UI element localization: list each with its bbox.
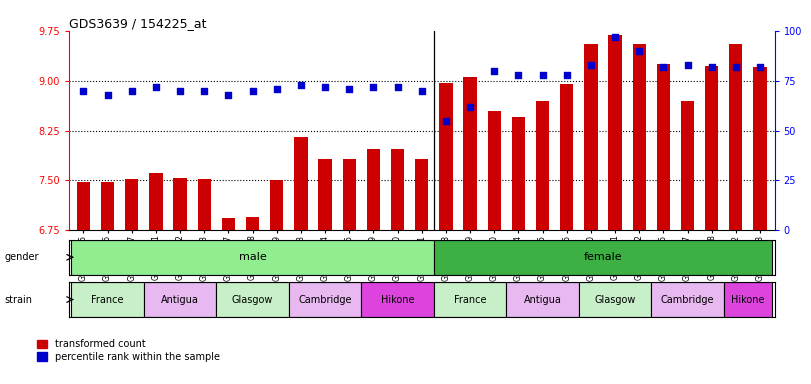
Bar xyxy=(633,44,646,230)
Point xyxy=(729,64,742,70)
Bar xyxy=(681,101,694,230)
Point xyxy=(125,88,138,94)
Text: strain: strain xyxy=(4,295,32,305)
Point xyxy=(343,86,356,92)
Bar xyxy=(362,282,434,317)
Bar xyxy=(221,218,235,230)
Bar xyxy=(198,179,211,230)
Bar xyxy=(608,35,622,230)
Bar xyxy=(144,282,217,317)
Bar xyxy=(71,240,434,275)
Text: female: female xyxy=(584,252,622,262)
Text: Hikone: Hikone xyxy=(732,295,765,305)
Point xyxy=(512,71,525,78)
Point xyxy=(585,61,598,68)
Bar xyxy=(487,111,501,230)
Point xyxy=(77,88,90,94)
Text: Antigua: Antigua xyxy=(524,295,561,305)
Bar xyxy=(270,180,283,230)
Bar xyxy=(77,182,90,230)
Bar xyxy=(651,282,723,317)
Point xyxy=(149,84,162,90)
Bar xyxy=(415,159,428,230)
Text: Glasgow: Glasgow xyxy=(594,295,636,305)
Text: Cambridge: Cambridge xyxy=(661,295,714,305)
Point xyxy=(198,88,211,94)
Point xyxy=(415,88,428,94)
Point xyxy=(633,48,646,54)
Point xyxy=(560,71,573,78)
Text: Cambridge: Cambridge xyxy=(298,295,352,305)
Point xyxy=(608,34,621,40)
Bar xyxy=(101,182,114,230)
Text: male: male xyxy=(238,252,267,262)
Bar xyxy=(512,117,525,230)
Point xyxy=(753,64,766,70)
Bar xyxy=(217,282,289,317)
Text: gender: gender xyxy=(4,252,39,262)
Text: GDS3639 / 154225_at: GDS3639 / 154225_at xyxy=(69,17,207,30)
Bar xyxy=(174,178,187,230)
Bar xyxy=(367,149,380,230)
Point xyxy=(101,91,114,98)
Bar xyxy=(729,44,743,230)
Bar xyxy=(560,84,573,230)
Point xyxy=(246,88,259,94)
Bar xyxy=(319,159,332,230)
Bar xyxy=(294,137,307,230)
Bar xyxy=(657,64,670,230)
Text: Antigua: Antigua xyxy=(161,295,199,305)
Point xyxy=(367,84,380,90)
Bar xyxy=(125,179,139,230)
Point xyxy=(464,104,477,110)
Bar xyxy=(434,240,772,275)
Bar xyxy=(753,67,766,230)
Point xyxy=(536,71,549,78)
Point xyxy=(222,91,235,98)
Point xyxy=(270,86,283,92)
Bar xyxy=(289,282,362,317)
Bar xyxy=(536,101,549,230)
Bar xyxy=(149,173,162,230)
Point xyxy=(706,64,719,70)
Point xyxy=(440,118,453,124)
Bar xyxy=(463,77,477,230)
Bar xyxy=(723,282,772,317)
Bar xyxy=(71,282,144,317)
Point xyxy=(174,88,187,94)
Point xyxy=(657,64,670,70)
Bar xyxy=(506,282,579,317)
Bar xyxy=(391,149,404,230)
Point xyxy=(391,84,404,90)
Bar xyxy=(584,44,598,230)
Text: Glasgow: Glasgow xyxy=(232,295,273,305)
Bar xyxy=(705,66,719,230)
Bar xyxy=(440,83,453,230)
Bar xyxy=(342,159,356,230)
Point xyxy=(681,61,694,68)
Text: France: France xyxy=(454,295,487,305)
Point xyxy=(319,84,332,90)
Point xyxy=(294,81,307,88)
Bar xyxy=(579,282,651,317)
Bar xyxy=(246,217,260,230)
Legend: transformed count, percentile rank within the sample: transformed count, percentile rank withi… xyxy=(37,339,220,362)
Point xyxy=(487,68,500,74)
Text: Hikone: Hikone xyxy=(381,295,414,305)
Bar xyxy=(434,282,506,317)
Text: France: France xyxy=(92,295,124,305)
